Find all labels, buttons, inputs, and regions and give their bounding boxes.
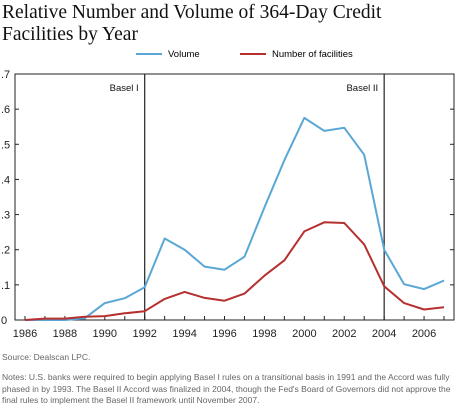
line-chart: 0 .1 .2 .3 .4 .5 .6 .7 1986 1988 1990 1992 1994 1996 1… (1, 69, 455, 340)
y-tick-label: .1 (1, 280, 10, 292)
plot-frame (14, 73, 455, 321)
chart-legend: Volume Number of facilities (0, 44, 460, 64)
x-tick-label: 1986 (13, 328, 37, 340)
x-tick-label: 1992 (132, 328, 156, 340)
annotation-label: Basel I (110, 83, 139, 94)
chart-title: Relative Number and Volume of 364-Day Cr… (2, 2, 382, 45)
legend-swatch-number-of-facilities (240, 53, 266, 55)
chart-source: Source: Dealscan LPC. (2, 352, 91, 362)
series-line-number-of-facilities (24, 221, 445, 321)
chart-notes: Notes: U.S. banks were required to begin… (2, 372, 451, 405)
legend-item-number-of-facilities: Number of facilities (240, 44, 353, 64)
x-tick-label: 2004 (372, 328, 396, 340)
y-tick-label: .5 (1, 139, 10, 151)
x-tick-label: 1988 (53, 328, 77, 340)
y-tick-label: .3 (1, 210, 10, 222)
x-tick-label: 1996 (212, 328, 236, 340)
x-tick-label: 1998 (252, 328, 276, 340)
legend-label-volume: Volume (168, 48, 200, 60)
series-line-volume (25, 116, 445, 321)
y-tick-label: .7 (1, 69, 10, 81)
y-tick-label: .4 (1, 174, 10, 186)
legend-label-number-of-facilities: Number of facilities (272, 48, 353, 60)
legend-swatch-volume (136, 53, 162, 55)
x-tick-label: 2006 (412, 328, 436, 340)
x-tick-label: 2000 (292, 328, 316, 340)
legend-item-volume: Volume (136, 44, 200, 64)
x-tick-label: 2002 (332, 328, 356, 340)
y-tick-label: .2 (1, 245, 10, 257)
x-tick-label: 1990 (93, 328, 117, 340)
annotation-label: Basel II (346, 83, 378, 94)
y-tick-label: 0 (1, 315, 7, 327)
x-tick-label: 1994 (172, 328, 196, 340)
y-tick-label: .6 (1, 104, 10, 116)
